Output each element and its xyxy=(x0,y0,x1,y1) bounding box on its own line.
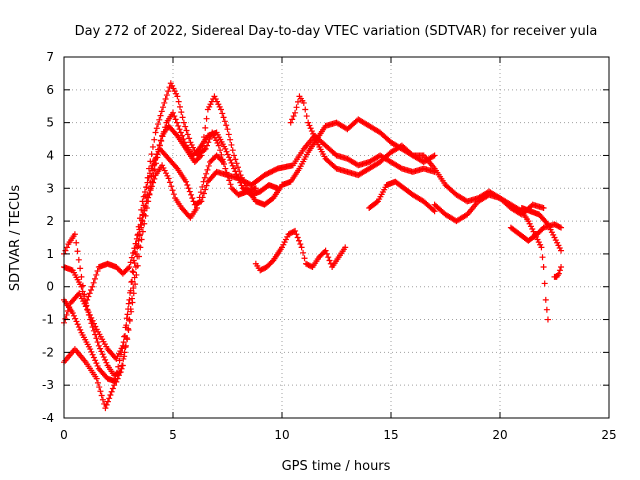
series-track-10 xyxy=(507,221,565,244)
series-markers xyxy=(518,204,565,254)
axis-ticks: 0 5 10 15 20 25 -4 -3 -2 -1 0 1 2 3 4 5 6 7 xyxy=(42,50,617,442)
y-tick-label: -2 xyxy=(42,345,54,359)
series-markers xyxy=(431,191,551,323)
x-tick-label: 0 xyxy=(60,428,68,442)
x-tick-label: 15 xyxy=(383,428,398,442)
y-tick-label: 6 xyxy=(46,83,54,97)
y-axis-label: SDTVAR / TECUs xyxy=(8,185,23,292)
y-tick-label: -1 xyxy=(42,313,54,327)
series-markers xyxy=(61,132,438,412)
data-marks xyxy=(61,80,565,412)
y-tick-label: 0 xyxy=(46,280,54,294)
x-axis-label: GPS time / hours xyxy=(282,459,391,474)
x-tick-label: 10 xyxy=(274,428,289,442)
series-track-3 xyxy=(61,109,281,379)
series-track-1 xyxy=(61,132,438,412)
x-tick-label: 5 xyxy=(169,428,177,442)
series-markers xyxy=(61,80,259,385)
y-tick-label: 1 xyxy=(46,247,54,261)
series-track-8 xyxy=(366,178,438,215)
y-tick-label: -4 xyxy=(42,411,54,425)
series-track-7 xyxy=(287,93,438,179)
series-markers xyxy=(366,178,438,215)
y-tick-label: 5 xyxy=(46,116,54,130)
series-markers xyxy=(551,264,565,280)
series-track-9 xyxy=(431,191,551,323)
series-markers xyxy=(61,93,547,362)
series-track-11 xyxy=(518,204,565,254)
y-tick-label: 3 xyxy=(46,181,54,195)
y-tick-label: 4 xyxy=(46,148,54,162)
series-track-5 xyxy=(61,93,547,362)
series-markers xyxy=(61,152,227,307)
series-markers xyxy=(61,109,281,379)
y-tick-label: 7 xyxy=(46,50,54,64)
series-markers xyxy=(287,93,438,179)
series-track-6 xyxy=(252,227,349,274)
x-tick-label: 25 xyxy=(601,428,616,442)
plot-frame xyxy=(63,56,610,419)
x-tick-label: 20 xyxy=(492,428,507,442)
series-track-4 xyxy=(61,152,227,307)
series-markers xyxy=(252,227,349,274)
chart-title: Day 272 of 2022, Sidereal Day-to-day VTE… xyxy=(75,24,598,39)
y-tick-label: -3 xyxy=(42,378,54,392)
y-tick-label: 2 xyxy=(46,214,54,228)
series-track-12 xyxy=(551,264,565,280)
series-markers xyxy=(507,221,565,244)
series-track-2 xyxy=(61,80,259,385)
